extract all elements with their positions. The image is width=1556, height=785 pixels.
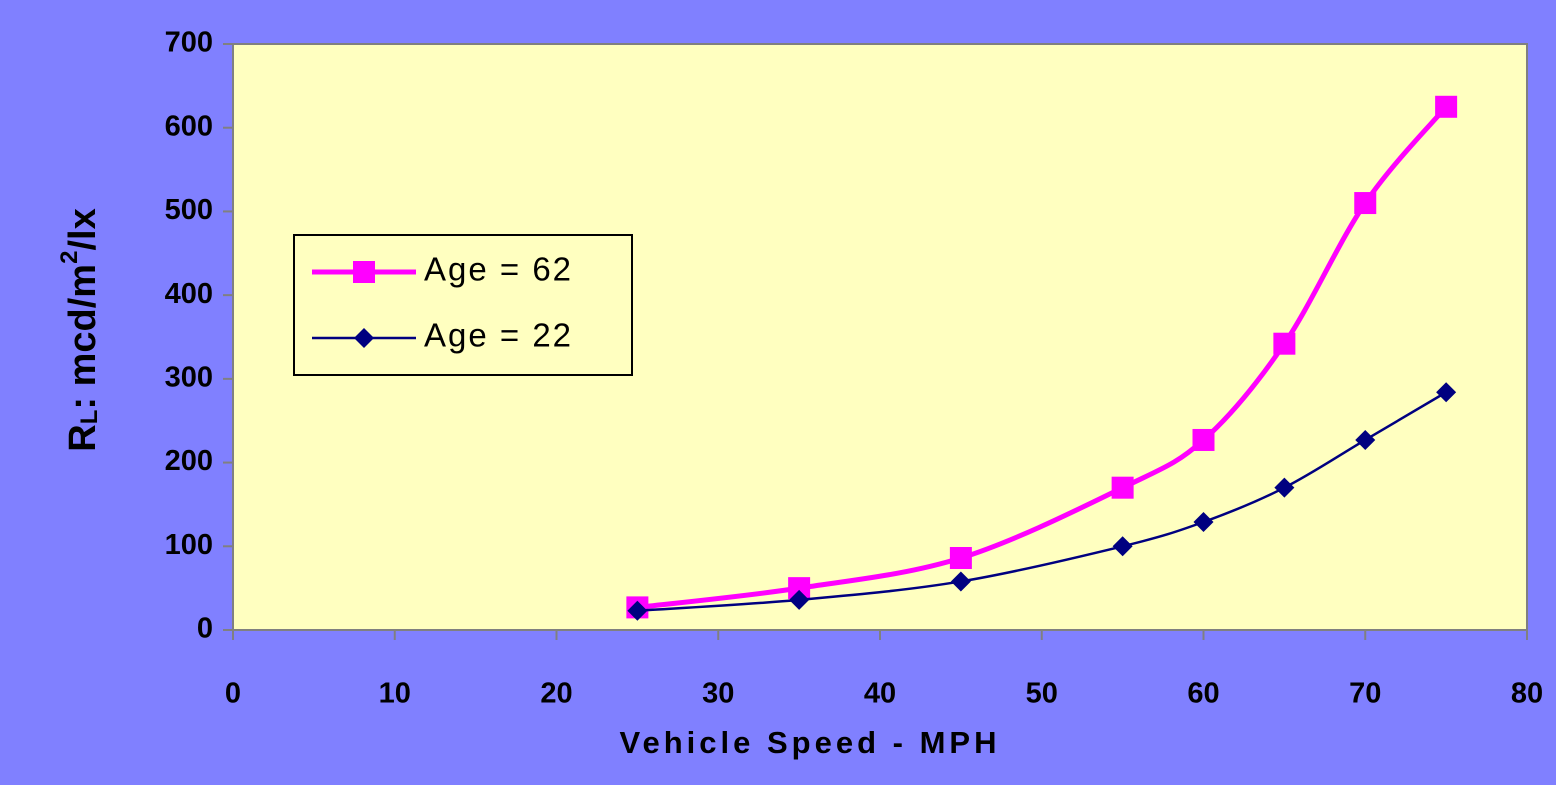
- legend-label: Age = 22: [424, 317, 573, 354]
- data-point: [1355, 429, 1376, 450]
- y-tick-label: 300: [165, 362, 213, 394]
- x-tick-label: 30: [702, 678, 734, 710]
- data-point: [1273, 332, 1296, 355]
- x-tick-label: 50: [1026, 678, 1058, 710]
- data-point: [627, 600, 648, 621]
- data-point: [1354, 192, 1377, 215]
- data-point: [950, 571, 971, 592]
- y-label-part: R: [62, 424, 104, 451]
- data-point: [1112, 536, 1133, 557]
- y-tick-label: 700: [165, 27, 213, 59]
- y-label-sup: 2: [56, 251, 83, 264]
- legend-box: [293, 234, 633, 376]
- y-tick-label: 500: [165, 194, 213, 226]
- y-label-sub: L: [76, 410, 103, 425]
- x-tick-label: 20: [540, 678, 572, 710]
- x-tick-label: 60: [1187, 678, 1219, 710]
- data-point: [949, 547, 972, 570]
- y-tick-label: 100: [165, 529, 213, 561]
- data-point: [1111, 476, 1134, 499]
- y-label-part: : mcd/m: [62, 264, 104, 410]
- x-tick-label: 40: [864, 678, 896, 710]
- legend-label: Age = 62: [424, 251, 573, 288]
- legend-marker: [354, 328, 374, 348]
- legend-marker: [353, 261, 375, 283]
- y-label-part: /lx: [62, 208, 104, 250]
- data-point: [1436, 382, 1457, 403]
- x-tick-label: 70: [1349, 678, 1381, 710]
- data-point: [1274, 477, 1295, 498]
- x-axis-label: Vehicle Speed - MPH: [620, 725, 1001, 760]
- y-tick-label: 200: [165, 445, 213, 477]
- data-point: [788, 577, 811, 600]
- y-tick-label: 0: [197, 613, 213, 645]
- x-tick-label: 80: [1511, 678, 1543, 710]
- data-point: [789, 589, 810, 610]
- y-tick-label: 400: [165, 278, 213, 310]
- data-point: [1192, 428, 1215, 451]
- x-tick-label: 0: [225, 678, 241, 710]
- y-axis-label: RL: mcd/m2/lx: [56, 208, 104, 451]
- data-point: [1193, 512, 1214, 533]
- data-point: [1435, 95, 1458, 118]
- x-tick-label: 10: [379, 678, 411, 710]
- y-tick-label: 600: [165, 110, 213, 142]
